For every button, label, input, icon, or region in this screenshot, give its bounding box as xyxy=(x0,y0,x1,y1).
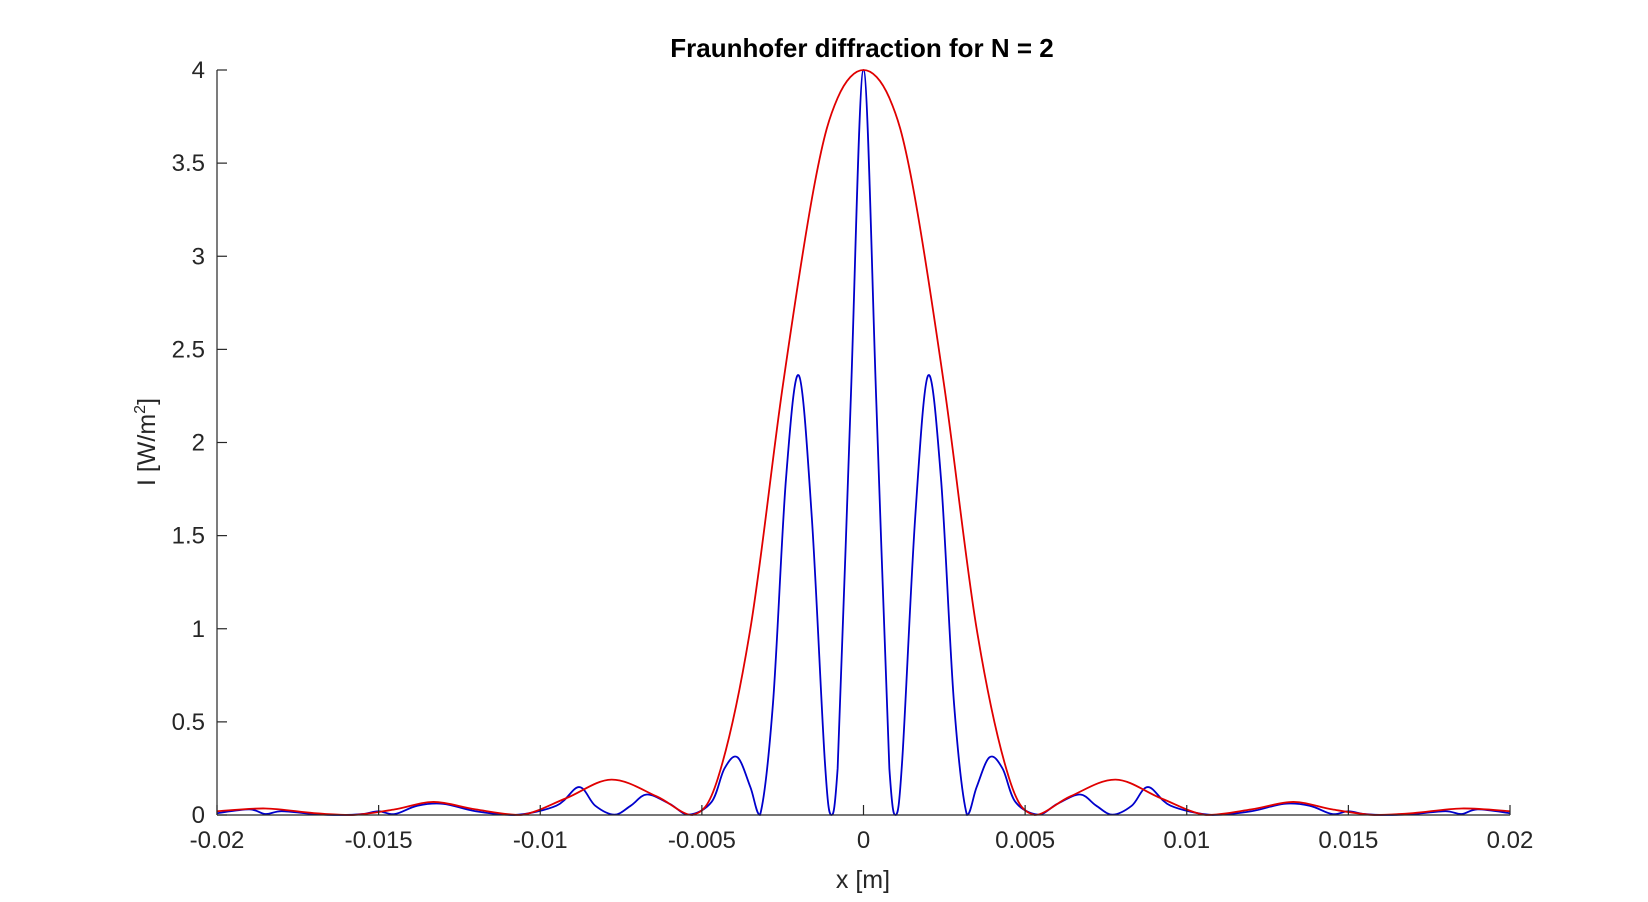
y-axis-title-main: I [W/m xyxy=(133,414,161,486)
x-axis-title: x [m] xyxy=(836,866,890,894)
y-tick-label: 0.5 xyxy=(172,709,205,736)
y-tick-label: 3.5 xyxy=(172,150,205,177)
x-tick-label: 0.005 xyxy=(995,827,1055,854)
x-tick-label: -0.015 xyxy=(345,827,413,854)
plot-area xyxy=(216,69,1511,816)
x-tick-label: 0 xyxy=(857,827,870,854)
x-ticks: -0.02 -0.015 -0.01 -0.005 0 0.005 0.01 0.015 0.0… xyxy=(190,805,1534,854)
y-axis-title: I [W/m2] xyxy=(132,398,161,486)
y-tick-label: 2.5 xyxy=(172,336,205,363)
y-axis-title-close: ] xyxy=(133,398,161,405)
x-tick-label: 0.02 xyxy=(1487,827,1534,854)
x-tick-label: 0.01 xyxy=(1163,827,1210,854)
x-tick-label: -0.005 xyxy=(668,827,736,854)
x-tick-label: 0.015 xyxy=(1318,827,1378,854)
series-line-blue xyxy=(216,69,1511,816)
y-tick-label: 1 xyxy=(192,616,205,643)
x-tick-label: -0.01 xyxy=(513,827,568,854)
y-axis-title-superscript: 2 xyxy=(132,405,149,414)
y-ticks: 0 0.5 1 1.5 2 2.5 3 3.5 4 xyxy=(172,57,227,829)
y-tick-label: 3 xyxy=(192,243,205,270)
series-line-red xyxy=(216,69,1511,816)
y-tick-label: 0 xyxy=(192,802,205,829)
chart-title: Fraunhofer diffraction for N = 2 xyxy=(670,33,1054,63)
y-tick-label: 1.5 xyxy=(172,523,205,550)
x-tick-label: -0.02 xyxy=(190,827,245,854)
y-tick-label: 2 xyxy=(192,430,205,457)
y-tick-label: 4 xyxy=(192,57,205,84)
